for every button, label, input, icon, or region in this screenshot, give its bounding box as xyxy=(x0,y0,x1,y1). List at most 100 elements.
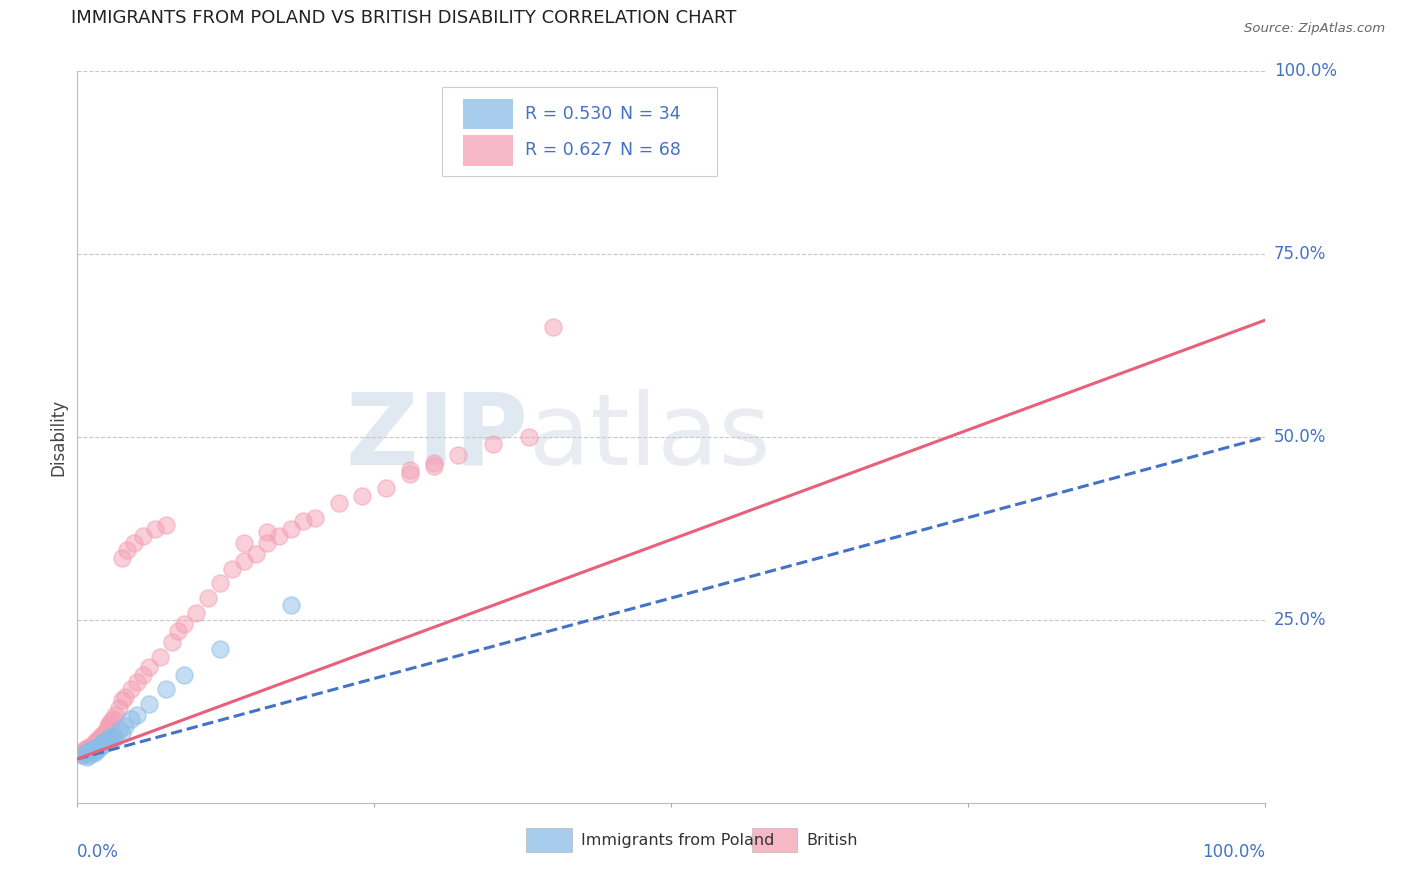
Point xyxy=(208,642,231,657)
Text: N = 68: N = 68 xyxy=(620,141,681,159)
Point xyxy=(138,660,160,674)
Point xyxy=(97,732,120,747)
Point xyxy=(256,536,278,550)
Point xyxy=(280,521,302,535)
Text: R = 0.530: R = 0.530 xyxy=(526,105,613,123)
Point xyxy=(93,734,115,748)
Point xyxy=(70,745,93,759)
Point xyxy=(84,740,107,755)
Point xyxy=(80,745,103,759)
Point xyxy=(91,729,114,743)
Point xyxy=(104,708,127,723)
Point xyxy=(83,746,105,760)
Text: ZIP: ZIP xyxy=(346,389,529,485)
Point xyxy=(83,737,105,751)
Point xyxy=(221,562,243,576)
Point xyxy=(96,733,118,747)
Point xyxy=(76,750,98,764)
Point xyxy=(84,736,107,750)
Point xyxy=(86,742,108,756)
Point xyxy=(77,740,100,755)
Text: IMMIGRANTS FROM POLAND VS BRITISH DISABILITY CORRELATION CHART: IMMIGRANTS FROM POLAND VS BRITISH DISABI… xyxy=(72,10,737,28)
Point xyxy=(186,606,208,620)
Point xyxy=(155,517,177,532)
Point xyxy=(98,732,121,747)
Text: 0.0%: 0.0% xyxy=(77,843,120,861)
Point xyxy=(87,731,110,746)
Point xyxy=(280,599,302,613)
Point xyxy=(111,550,134,565)
Y-axis label: Disability: Disability xyxy=(49,399,67,475)
FancyBboxPatch shape xyxy=(464,99,513,129)
Point xyxy=(93,725,115,739)
Point xyxy=(446,448,468,462)
Point xyxy=(73,743,96,757)
Point xyxy=(541,320,564,334)
Point xyxy=(173,667,195,681)
Point xyxy=(90,730,112,744)
FancyBboxPatch shape xyxy=(464,135,513,166)
Text: atlas: atlas xyxy=(529,389,770,485)
Point xyxy=(111,726,134,740)
Point xyxy=(304,510,326,524)
Point xyxy=(131,667,153,681)
Point xyxy=(245,547,267,561)
Point xyxy=(91,736,114,750)
Point xyxy=(114,690,136,704)
Point xyxy=(72,748,94,763)
Point xyxy=(98,716,121,731)
Point xyxy=(328,496,350,510)
Point xyxy=(124,536,146,550)
Point xyxy=(108,700,131,714)
Point xyxy=(125,675,148,690)
Point xyxy=(149,649,172,664)
Point xyxy=(173,616,195,631)
Text: N = 34: N = 34 xyxy=(620,105,681,123)
Point xyxy=(89,732,111,747)
Point xyxy=(197,591,219,605)
Point xyxy=(77,745,100,759)
Point xyxy=(423,459,446,474)
Point xyxy=(100,714,122,728)
Text: 50.0%: 50.0% xyxy=(1274,428,1326,446)
Point xyxy=(75,746,97,760)
Point xyxy=(77,747,100,762)
Point xyxy=(97,719,120,733)
Point xyxy=(423,456,446,470)
Point xyxy=(86,733,108,747)
Point xyxy=(517,430,540,444)
Point xyxy=(76,740,98,755)
Point xyxy=(162,635,184,649)
Point xyxy=(256,525,278,540)
Point xyxy=(80,739,103,753)
Point xyxy=(79,743,101,757)
Point xyxy=(155,682,177,697)
Point xyxy=(143,521,166,535)
Point xyxy=(114,719,136,733)
FancyBboxPatch shape xyxy=(441,87,717,176)
Point xyxy=(108,723,131,737)
Text: 25.0%: 25.0% xyxy=(1274,611,1326,629)
Point xyxy=(75,745,97,759)
Point xyxy=(232,554,254,568)
Point xyxy=(100,730,122,744)
Point xyxy=(89,739,111,753)
Text: Immigrants from Poland: Immigrants from Poland xyxy=(581,832,775,847)
Point xyxy=(352,489,374,503)
Text: Source: ZipAtlas.com: Source: ZipAtlas.com xyxy=(1244,22,1385,36)
Point xyxy=(93,727,115,741)
Text: British: British xyxy=(807,832,858,847)
Point xyxy=(120,712,142,726)
Point xyxy=(101,712,124,726)
Point xyxy=(167,624,190,638)
Point xyxy=(232,536,254,550)
Point xyxy=(90,737,112,751)
Point xyxy=(72,746,94,760)
Point xyxy=(111,693,134,707)
Point xyxy=(96,723,118,737)
Point xyxy=(375,481,398,495)
Point xyxy=(125,708,148,723)
Point xyxy=(86,735,108,749)
Point xyxy=(208,576,231,591)
Text: R = 0.627: R = 0.627 xyxy=(526,141,613,159)
